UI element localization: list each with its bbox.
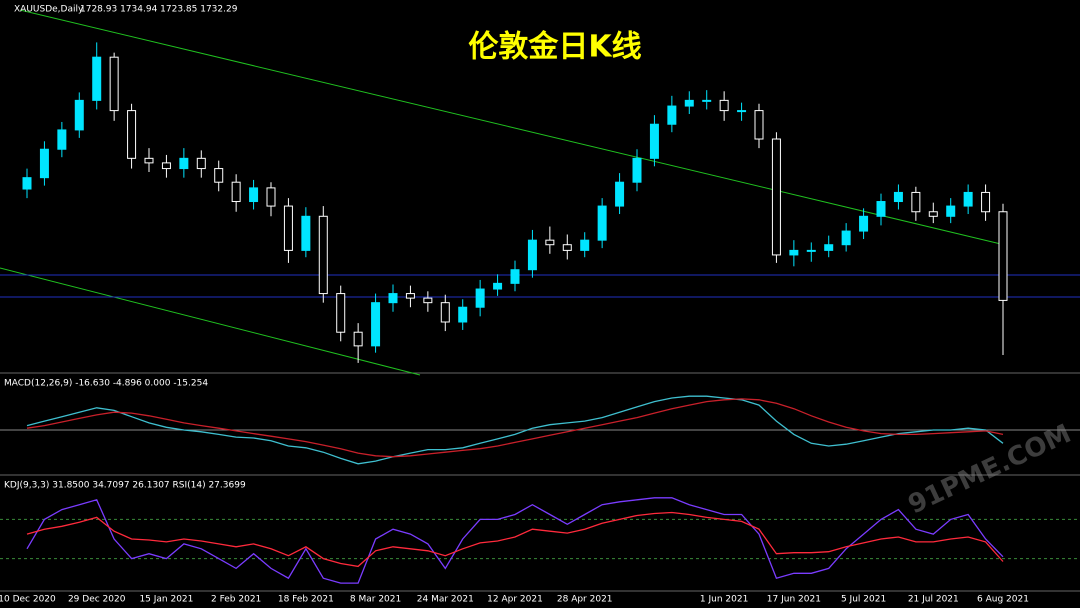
- candle-body: [632, 157, 642, 183]
- candle-body: [928, 211, 938, 217]
- candle-body: [388, 293, 398, 304]
- x-tick-label: 21 Jul 2021: [908, 595, 959, 605]
- candle-body: [318, 215, 328, 295]
- candle-body: [196, 157, 206, 170]
- candle-body: [527, 239, 537, 271]
- candle-body: [597, 205, 607, 241]
- candle-body: [283, 205, 293, 251]
- candle-body: [684, 99, 694, 107]
- candle-body: [719, 99, 729, 112]
- candle-body: [946, 205, 956, 217]
- candle-body: [841, 230, 851, 246]
- heading: 伦敦金日K线: [468, 30, 641, 65]
- candle-body: [405, 293, 415, 299]
- candle-body: [545, 239, 555, 246]
- indicator-line: [26, 497, 1004, 584]
- candle-body: [109, 56, 119, 112]
- candle-body: [737, 110, 747, 113]
- chart-title: XAUUSDe,Daily: [14, 5, 84, 15]
- candle-body: [423, 297, 433, 304]
- x-tick-label: 5 Jul 2021: [841, 595, 886, 605]
- candle-body: [440, 302, 450, 323]
- candle-body: [266, 187, 276, 207]
- trend-line: [19, 9, 1006, 246]
- x-tick-label: 6 Aug 2021: [977, 595, 1029, 605]
- macd-title: MACD(12,26,9) -16.630 -4.896 0.000 -15.2…: [4, 379, 208, 389]
- candle-body: [859, 215, 869, 232]
- candle-body: [562, 244, 572, 251]
- indicator-line: [26, 395, 1004, 465]
- candle-body: [580, 239, 590, 251]
- candle-body: [771, 138, 781, 256]
- candle-body: [789, 249, 799, 256]
- candle-body: [493, 282, 503, 290]
- candle-body: [353, 331, 363, 347]
- x-tick-label: 8 Mar 2021: [350, 595, 401, 605]
- candle-body: [754, 110, 764, 140]
- candle-body: [702, 99, 712, 102]
- candle-body: [74, 99, 84, 131]
- candle-body: [92, 56, 102, 101]
- candle-body: [876, 201, 886, 217]
- candle-body: [336, 293, 346, 333]
- candle-body: [458, 306, 468, 323]
- kdj-title: KDJ(9,3,3) 31.8500 34.7097 26.1307 RSI(1…: [4, 481, 246, 491]
- x-tick-label: 15 Jan 2021: [139, 595, 193, 605]
- candle-body: [615, 181, 625, 207]
- candle-body: [22, 177, 32, 190]
- candle-body: [806, 249, 816, 252]
- candle-body: [161, 162, 171, 170]
- x-tick-label: 10 Dec 2020: [0, 595, 56, 605]
- candle-body: [649, 123, 659, 159]
- indicator-line: [26, 511, 1004, 568]
- x-tick-label: 28 Apr 2021: [557, 595, 613, 605]
- x-tick-label: 1 Jun 2021: [700, 595, 748, 605]
- candle-body: [824, 244, 834, 251]
- x-tick-label: 17 Jun 2021: [767, 595, 821, 605]
- indicator-line: [26, 398, 1004, 458]
- candle-body: [144, 157, 154, 164]
- price-info: 1728.93 1734.94 1723.85 1732.29: [80, 5, 238, 15]
- candle-body: [998, 211, 1008, 301]
- x-tick-label: 24 Mar 2021: [417, 595, 474, 605]
- candle-body: [667, 105, 677, 125]
- candle-body: [57, 129, 67, 150]
- x-tick-label: 29 Dec 2020: [68, 595, 126, 605]
- x-tick-label: 18 Feb 2021: [278, 595, 334, 605]
- candle-body: [893, 191, 903, 203]
- candle-body: [911, 191, 921, 213]
- candle-body: [301, 215, 311, 251]
- candle-body: [371, 302, 381, 347]
- candle-body: [214, 168, 224, 183]
- candle-body: [510, 269, 520, 284]
- candle-body: [249, 187, 259, 203]
- candle-body: [231, 181, 241, 203]
- candle-body: [179, 157, 189, 170]
- candle-body: [963, 191, 973, 207]
- trend-line: [0, 267, 421, 376]
- candle-body: [39, 148, 49, 179]
- candle-body: [981, 191, 991, 213]
- candle-body: [127, 110, 137, 159]
- x-tick-label: 12 Apr 2021: [487, 595, 543, 605]
- candle-body: [475, 288, 485, 308]
- x-tick-label: 2 Feb 2021: [211, 595, 261, 605]
